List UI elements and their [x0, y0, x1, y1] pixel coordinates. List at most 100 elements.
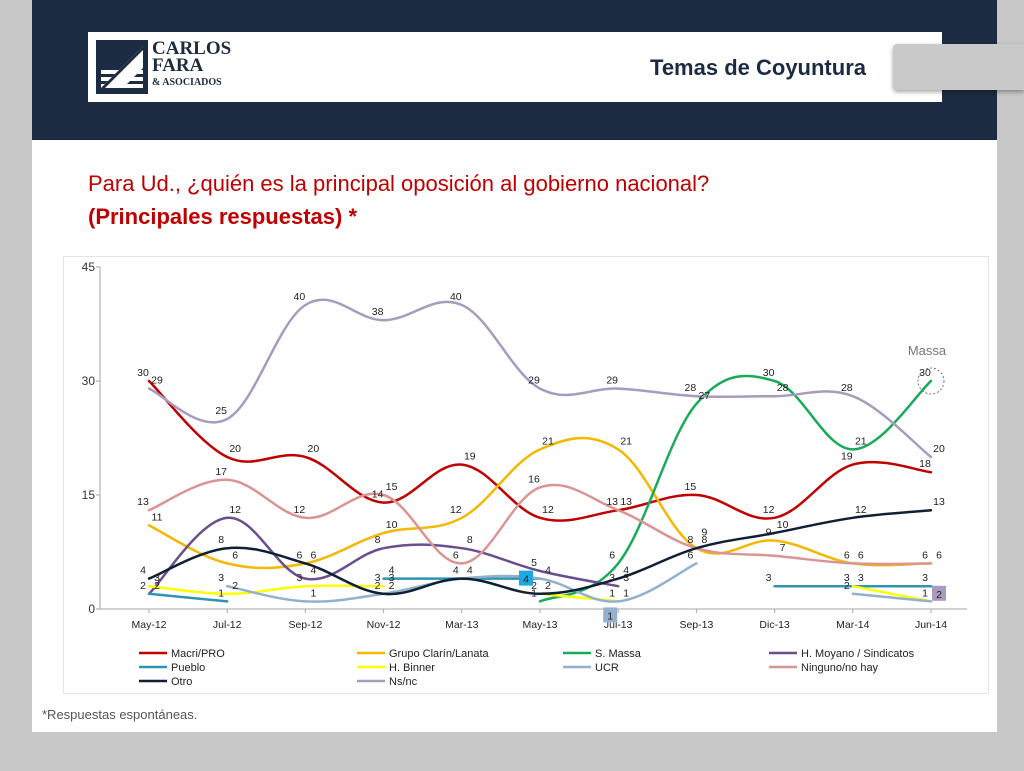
legend-label: Otro	[171, 676, 192, 688]
data-label: 8	[218, 534, 224, 546]
data-label: 19	[841, 451, 853, 463]
boxed-label-bg	[519, 570, 533, 586]
series-line-ucr	[851, 592, 933, 603]
data-label: 6	[453, 549, 459, 561]
legend-label: Ns/nc	[389, 676, 418, 688]
data-label: 11	[152, 511, 163, 523]
data-label: 4	[545, 565, 551, 577]
data-label: 21	[620, 435, 632, 447]
x-tick-label: Sep-12	[288, 619, 322, 631]
boxed-label: 1	[607, 610, 613, 622]
data-label: 40	[294, 291, 306, 303]
data-label: 12	[450, 504, 462, 516]
data-label: 6	[232, 549, 238, 561]
data-label: 1	[218, 587, 224, 599]
series-line-otro	[147, 508, 933, 596]
data-label: 19	[464, 451, 476, 463]
data-label: 3	[844, 572, 850, 584]
data-label: 30	[919, 367, 931, 379]
footnote: *Respuestas espontáneas.	[42, 707, 198, 722]
data-label: 9	[766, 527, 772, 539]
x-tick-label: May-13	[522, 619, 557, 631]
data-label: 29	[528, 375, 540, 387]
data-label: 5	[531, 557, 537, 569]
data-label: 21	[542, 435, 554, 447]
data-label: 8	[701, 534, 707, 546]
data-label: 12	[294, 504, 306, 516]
series-line-ns-nc	[147, 298, 933, 459]
data-label: 2	[154, 580, 160, 592]
logo-mark-icon	[96, 40, 148, 94]
data-label: 28	[777, 382, 789, 394]
data-label: 16	[528, 473, 540, 485]
data-label: 15	[685, 481, 697, 493]
data-label: 3	[922, 572, 928, 584]
data-label: 30	[763, 367, 775, 379]
data-label: 4	[140, 565, 146, 577]
x-tick-label: Sep-13	[679, 619, 713, 631]
logo-line2: FARA	[152, 55, 204, 76]
section-title: Temas de Coyuntura	[650, 55, 866, 80]
x-tick-label: Nov-12	[367, 619, 401, 631]
data-label: 2	[375, 580, 381, 592]
data-label: 4	[467, 565, 473, 577]
x-tick-label: Jul-12	[213, 619, 242, 631]
boxed-label-bg	[932, 585, 946, 601]
series-line-h-binner	[147, 584, 385, 596]
series-line-s-massa	[538, 374, 933, 603]
series-line-ninguno-no-hay	[147, 478, 933, 566]
massa-annotation: Massa	[908, 343, 947, 358]
data-label: 12	[542, 504, 554, 516]
data-label: 3	[858, 572, 864, 584]
logo: CARLOS FARA & ASOCIADOS	[96, 38, 246, 94]
data-label: 15	[386, 481, 398, 493]
data-label: 12	[229, 504, 241, 516]
data-label: 1	[922, 587, 928, 599]
data-label: 3	[296, 572, 302, 584]
data-label: 6	[936, 549, 942, 561]
data-label: 3	[218, 572, 224, 584]
data-label: 1	[609, 587, 615, 599]
data-label: 1	[531, 587, 537, 599]
legend-label: Pueblo	[171, 662, 205, 674]
data-label: 6	[858, 549, 864, 561]
data-label: 28	[685, 382, 697, 394]
legend-label: Grupo Clarín/Lanata	[389, 648, 490, 660]
data-label: 6	[296, 549, 302, 561]
chart-container: 0 15 30 45 May-12 Jul-12 Sep-12 Nov-12 Mar-13 May…	[63, 256, 989, 694]
data-label: 8	[687, 534, 693, 546]
y-tick-label: 15	[82, 488, 96, 502]
data-label: 6	[922, 549, 928, 561]
data-label: 13	[620, 496, 632, 508]
legend-label: S. Massa	[595, 648, 642, 660]
data-label: 1	[623, 587, 629, 599]
data-label: 3	[623, 572, 629, 584]
data-label: 38	[372, 306, 384, 318]
legend-label: H. Binner	[389, 662, 435, 674]
data-label: 6	[609, 549, 615, 561]
series-line-h-moyano-sindicatos	[147, 516, 620, 596]
data-label: 12	[855, 504, 867, 516]
data-label: 2	[232, 580, 238, 592]
data-label: 21	[855, 435, 867, 447]
data-label: 2	[545, 580, 551, 592]
logo-line3: & ASOCIADOS	[152, 77, 222, 88]
series-line-macri-pro	[147, 379, 933, 522]
boxed-label: 4	[523, 574, 529, 586]
logo-line1: CARLOS	[152, 38, 232, 59]
data-label: 30	[137, 367, 149, 379]
logo-name: CARLOS FARA	[152, 38, 232, 76]
boxed-label-bg	[603, 607, 618, 623]
data-label: 3	[375, 572, 381, 584]
data-label: 27	[699, 390, 711, 402]
data-label: 3	[766, 572, 772, 584]
data-label: 13	[933, 496, 945, 508]
legend-label: Ninguno/no hay	[801, 662, 879, 674]
data-label: 29	[151, 375, 163, 387]
data-label: 25	[215, 405, 227, 417]
legend-label: Macri/PRO	[171, 648, 225, 660]
data-label: 29	[606, 375, 618, 387]
data-label: 18	[919, 458, 931, 470]
y-tick-label: 0	[88, 602, 95, 616]
data-label: 20	[229, 443, 241, 455]
